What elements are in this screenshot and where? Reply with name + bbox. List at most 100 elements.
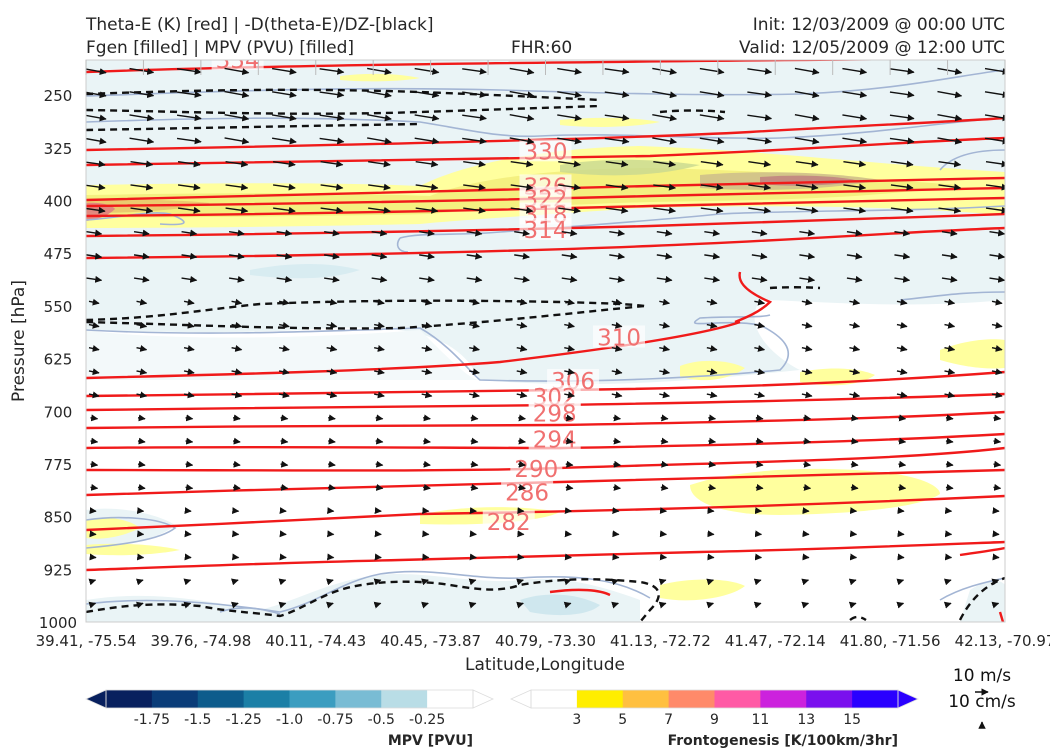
wind-vector	[708, 483, 717, 491]
wind-vector	[558, 160, 581, 168]
colorbar-extend-arrow	[472, 689, 494, 709]
wind-vector	[326, 391, 338, 399]
wind-vector	[604, 91, 630, 98]
wind-vector	[225, 160, 249, 168]
wind-vector	[985, 206, 1005, 214]
wind-vector	[231, 298, 243, 306]
wind-vector	[937, 90, 963, 99]
wind-vector	[326, 601, 334, 609]
wind-vector	[613, 483, 621, 491]
wind-vector	[706, 601, 715, 609]
wind-vector	[423, 414, 431, 422]
wind-vector	[656, 229, 673, 237]
wind-vector	[86, 68, 107, 76]
wind-vector	[278, 368, 290, 376]
colorbar-segment	[531, 690, 578, 708]
wind-vector	[803, 460, 812, 468]
wind-vector	[225, 206, 249, 214]
wind-vector	[849, 298, 861, 306]
wind-vector	[231, 368, 243, 376]
wind-vector	[183, 391, 195, 399]
wind-vector	[605, 206, 629, 214]
wind-vector	[989, 229, 1005, 237]
wind-vector	[136, 298, 148, 306]
wind-vector	[176, 137, 202, 145]
wind-vector	[278, 578, 287, 586]
wind-vector	[652, 90, 678, 99]
wind-vector	[90, 460, 99, 468]
wind-vector	[850, 483, 859, 491]
wind-vector	[231, 601, 239, 609]
wind-vector	[938, 160, 962, 168]
wind-vector	[320, 160, 344, 168]
wind-vector	[137, 414, 146, 422]
theta-e-label: 290	[514, 457, 558, 483]
wind-vector	[86, 229, 103, 237]
wind-vector	[991, 321, 1003, 329]
wind-vector	[652, 137, 678, 145]
y-tick-label: 475	[44, 245, 73, 263]
wind-vector	[421, 391, 433, 399]
wind-vector	[129, 137, 155, 145]
wind-vector	[945, 414, 954, 422]
wind-vector	[611, 578, 619, 586]
colorbar-tick-label: -1.25	[226, 712, 262, 728]
colorbar-tick-label: -1.0	[276, 712, 303, 728]
wind-vector	[415, 160, 439, 168]
wind-vector	[843, 183, 867, 191]
wind-vector	[516, 368, 528, 376]
colorbar-segment	[289, 690, 336, 708]
wind-vector	[371, 275, 388, 283]
wind-vector	[328, 460, 336, 468]
wind-vector	[941, 229, 958, 237]
wind-vector	[183, 298, 195, 306]
wind-vector	[374, 345, 385, 352]
wind-vector	[704, 229, 721, 237]
colorbar-tick-label: -1.75	[134, 712, 170, 728]
wind-vector	[842, 137, 868, 145]
wind-vector	[421, 345, 433, 352]
wind-vector	[557, 91, 582, 99]
wind-vector	[989, 252, 1005, 260]
wind-vector	[470, 460, 479, 468]
wind-vector	[419, 252, 435, 260]
wind-vector	[991, 368, 1003, 376]
theta-e-label: 282	[487, 510, 531, 536]
y-tick-label: 775	[44, 456, 73, 474]
wind-vector	[799, 275, 816, 283]
wind-vector	[890, 206, 914, 214]
wind-vector	[518, 414, 526, 422]
wind-vector	[611, 298, 623, 306]
wind-vector	[328, 483, 336, 491]
wind-vector	[563, 578, 572, 586]
wind-vector	[611, 391, 623, 399]
wind-vector	[850, 437, 859, 445]
wind-vector	[658, 601, 667, 609]
wind-vector	[177, 206, 201, 214]
wind-vector	[510, 206, 534, 214]
wind-vector	[183, 345, 195, 352]
y-tick-label: 400	[44, 193, 73, 211]
wind-vector	[278, 345, 290, 352]
wind-vector	[984, 91, 1005, 99]
wind-vector	[224, 114, 250, 122]
colorbar-tick-label: 9	[710, 712, 719, 728]
wind-vector	[86, 183, 106, 191]
wind-vector	[319, 137, 345, 145]
wind-vector	[518, 437, 526, 445]
wind-vector	[373, 578, 382, 586]
wind-vector	[463, 160, 486, 168]
colorbar-segment	[714, 690, 761, 708]
wind-vector	[704, 275, 721, 283]
wind-vector	[991, 601, 1000, 609]
theta-e-label-bg	[482, 510, 535, 533]
wind-vector	[795, 183, 819, 191]
wind-vector	[137, 437, 146, 445]
wind-vector	[415, 183, 439, 191]
wind-vector	[86, 252, 103, 260]
wind-vector	[90, 483, 99, 491]
colorbar-segment	[106, 690, 153, 708]
wind-vector	[510, 183, 534, 191]
wind-vector	[652, 114, 678, 122]
wind-vector	[86, 137, 107, 145]
